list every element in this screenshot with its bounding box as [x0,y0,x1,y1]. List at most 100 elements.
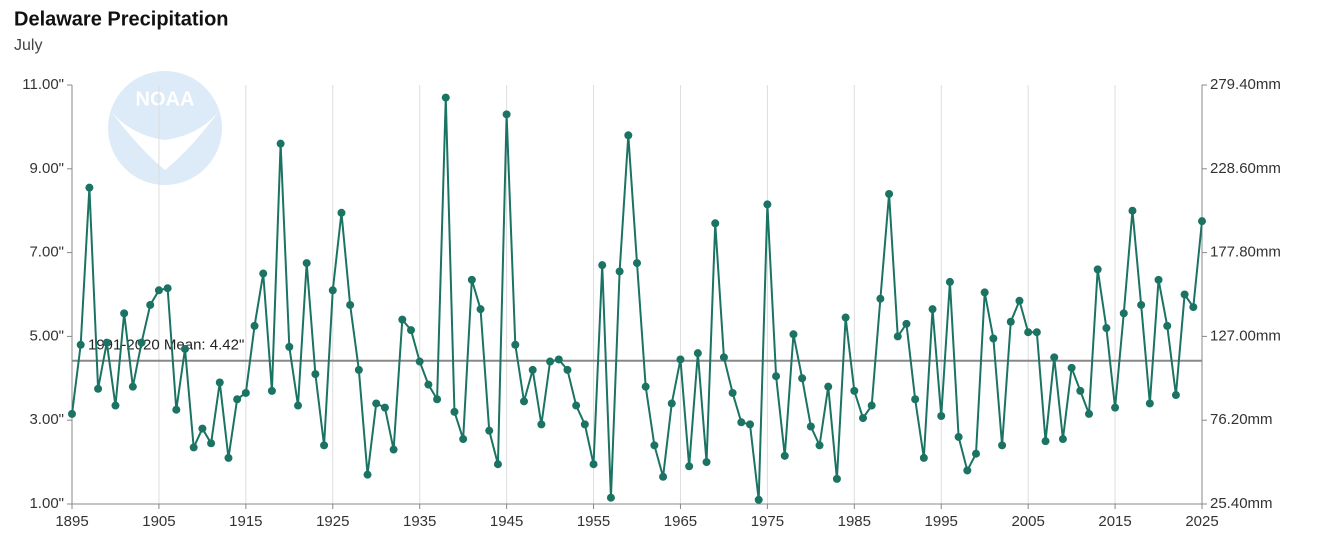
data-point [989,334,998,343]
data-point [320,441,329,450]
data-point [1119,309,1128,318]
data-point [659,472,668,481]
x-tick-label: 1995 [925,513,958,530]
y2-tick-label: 279.40mm [1210,76,1281,93]
data-point [276,139,285,148]
data-point [980,288,989,297]
data-point [598,261,607,270]
y-tick-label: 3.00" [29,411,64,428]
data-point [754,495,763,504]
data-point [1050,353,1059,362]
data-point [241,388,250,397]
x-tick-label: 1915 [229,513,262,530]
data-point [1041,437,1050,446]
data-point [311,370,320,379]
data-point [198,424,207,433]
data-point [224,453,233,462]
data-point [1128,206,1137,215]
data-point [1076,386,1085,395]
data-point [1067,363,1076,372]
data-point [1006,317,1015,326]
y-tick-label: 11.00" [22,76,64,93]
data-point [876,294,885,303]
data-point [815,441,824,450]
data-point [1180,290,1189,299]
data-point [746,420,754,429]
data-point [128,382,137,391]
data-point [919,453,928,462]
data-point [676,355,685,364]
data-point [772,372,781,381]
data-point [563,365,572,374]
data-point [1032,328,1041,337]
data-point [885,189,894,198]
data-point [485,426,494,435]
data-point [1163,321,1172,330]
data-point [711,219,720,228]
data-point [259,269,268,278]
data-point [328,286,337,295]
y-tick-label: 5.00" [29,327,64,344]
data-point [520,397,528,406]
data-point [633,259,641,268]
data-point [1058,435,1067,444]
data-point [650,441,659,450]
data-point [102,338,111,347]
data-point [433,395,442,404]
data-point [737,418,746,427]
data-point [76,340,85,349]
data-point [337,208,346,217]
data-point [554,355,563,364]
x-tick-label: 1975 [751,513,784,530]
data-point [233,395,242,404]
data-point [302,259,311,268]
data-point [511,340,520,349]
data-point [728,388,737,397]
data-point [207,439,216,448]
data-point [841,313,850,322]
data-point [972,449,980,458]
data-point [859,414,867,423]
data-point [641,382,650,391]
data-point [1145,399,1154,408]
data-point [780,451,789,460]
data-point [1171,391,1180,400]
y2-tick-label: 76.20mm [1210,411,1273,428]
data-point [163,284,172,293]
data-point [137,338,146,347]
data-point [546,357,555,366]
data-point [911,395,920,404]
data-point [719,353,728,362]
data-point [467,275,476,284]
data-point [998,441,1007,450]
data-point [154,286,163,295]
data-point [476,305,485,314]
data-point [1093,265,1102,274]
data-point [789,330,798,339]
data-point [189,443,198,452]
data-point [389,445,398,454]
data-point [806,422,815,431]
data-point [1085,409,1093,418]
data-point [111,401,120,410]
series-line [71,97,1203,500]
data-point [572,401,581,410]
data-point [1024,328,1033,337]
data-point [1137,300,1146,309]
data-point [606,493,615,502]
y-tick-label: 9.00" [29,160,64,177]
data-point [867,401,876,410]
y2-tick-label: 228.60mm [1210,160,1281,177]
x-tick-label: 2015 [1098,513,1131,530]
data-point [285,342,294,351]
logo: NOAA [108,71,222,185]
data-point [589,460,598,469]
data-point [407,326,415,335]
x-tick-label: 1955 [577,513,610,530]
data-point [415,357,424,366]
data-point [398,315,407,324]
y2-tick-label: 25.40mm [1210,495,1273,512]
data-point [954,432,963,441]
x-tick-label: 1935 [403,513,436,530]
data-point [267,386,276,395]
